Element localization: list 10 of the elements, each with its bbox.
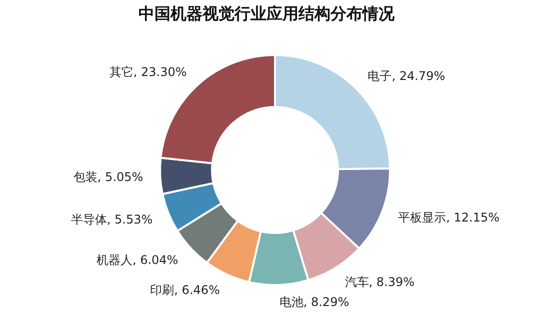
slice-label: 汽车, 8.39% bbox=[344, 275, 415, 290]
slice-label: 半导体, 5.53% bbox=[70, 212, 153, 226]
chart-title: 中国机器视觉行业应用结构分布情况 bbox=[138, 4, 396, 23]
slice-label: 平板显示, 12.15% bbox=[398, 210, 500, 225]
slice-label: 电池, 8.29% bbox=[279, 294, 350, 309]
slice-label: 电子, 24.79% bbox=[368, 69, 446, 84]
slice-label: 机器人, 6.04% bbox=[96, 252, 178, 267]
slice-label: 其它, 23.30% bbox=[109, 64, 187, 79]
slice-label: 包装, 5.05% bbox=[73, 170, 144, 184]
slice-label: 印刷, 6.46% bbox=[150, 282, 220, 297]
